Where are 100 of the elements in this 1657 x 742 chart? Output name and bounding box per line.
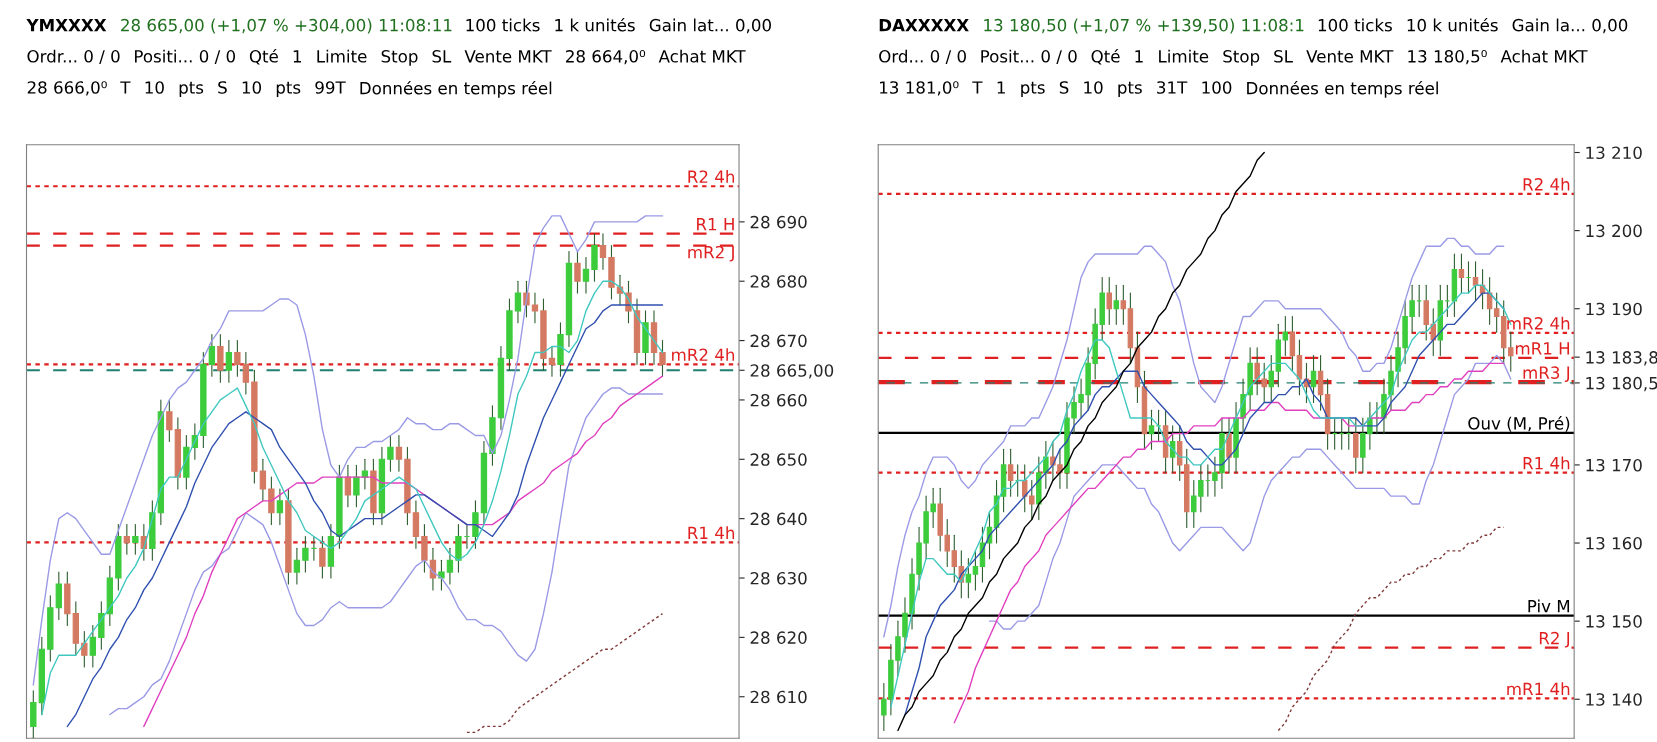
- text: Vente MKT: [1306, 50, 1394, 63]
- text: Limite: [1159, 49, 1209, 63]
- ref-line-label: mR2 J: [688, 245, 734, 262]
- ref-line-label: R2 4h: [1523, 177, 1570, 191]
- y-tick-label: 13 190: [1586, 302, 1642, 316]
- text: Gain lat... 0,00: [649, 18, 771, 34]
- text: 1: [1135, 50, 1143, 63]
- candlestick: [514, 280, 522, 324]
- candlestick: [412, 500, 420, 549]
- y-tick-label: 13 200: [1586, 224, 1642, 238]
- chart-subtitle: 28 665,00 (+1,07 % +304,00) 11:08:11: [121, 18, 452, 34]
- candlestick: [353, 464, 360, 508]
- candlestick: [81, 630, 88, 668]
- candlestick: [302, 535, 309, 573]
- chart-subtitle: 13 180,50 (+1,07 % +139,50) 11:08:1: [984, 18, 1304, 34]
- candlestick: [1353, 417, 1359, 474]
- candlestick: [1226, 417, 1232, 474]
- text: 28 666,0⁰: [27, 81, 107, 96]
- y-tick-label: 28 650: [750, 453, 807, 466]
- text: Posit... 0 / 0: [981, 49, 1077, 64]
- text: SL: [1274, 50, 1293, 63]
- y-tick-label: 13 150: [1586, 615, 1642, 628]
- text: 28 664,0⁰: [566, 50, 646, 65]
- candlestick: [234, 340, 241, 377]
- candlestick: [217, 334, 224, 383]
- candlestick: [1007, 448, 1014, 497]
- ref-line-label: R2 4h: [688, 170, 735, 183]
- text: 100: [1202, 81, 1232, 94]
- candlestick: [395, 434, 403, 472]
- candlestick: [472, 500, 479, 549]
- ref-line-label: mR3 J: [1523, 366, 1570, 382]
- y-tick-label: 28 610: [750, 690, 807, 704]
- y-tick-label: 13 210: [1586, 146, 1642, 160]
- ref-line-label: mR1 4h: [1507, 682, 1570, 695]
- candlestick: [599, 233, 607, 270]
- text: T: [972, 81, 983, 94]
- candlestick: [1106, 276, 1112, 325]
- candlestick: [421, 524, 428, 573]
- candlestick: [166, 399, 173, 443]
- text: 1: [293, 50, 301, 63]
- candlestick: [208, 334, 216, 377]
- text: 100 ticks: [466, 18, 540, 32]
- text: 13 181,0⁰: [880, 81, 959, 96]
- text: Stop: [1223, 50, 1260, 66]
- y-tick-label: 28 620: [750, 631, 807, 644]
- candlestick: [455, 524, 462, 573]
- text: pts: [276, 81, 301, 98]
- candlestick: [1120, 284, 1127, 325]
- candlestick: [259, 458, 267, 502]
- text: pts: [1118, 81, 1142, 98]
- candlestick: [123, 524, 131, 555]
- candlestick: [659, 340, 666, 377]
- text: 99T: [315, 81, 346, 94]
- ref-line-label: Ouv (M, Pré): [1468, 416, 1570, 432]
- candlestick: [1289, 315, 1296, 372]
- text: Données en temps réel: [1247, 80, 1438, 98]
- ref-line-label: mR1 H: [1515, 342, 1570, 355]
- y-tick-label: 13 160: [1586, 536, 1642, 550]
- line-series: [883, 237, 1505, 638]
- candlestick: [89, 624, 97, 668]
- candlestick: [55, 571, 63, 621]
- chart-title: DAXXXXX: [879, 19, 969, 32]
- text: 10: [145, 81, 164, 94]
- candlestick: [98, 601, 105, 650]
- y-tick-label: 13 140: [1586, 693, 1642, 706]
- candlestick: [1317, 355, 1324, 411]
- candlestick: [30, 690, 37, 739]
- candlestick: [132, 524, 139, 555]
- candlestick: [1148, 409, 1155, 450]
- text: Achat MKT: [658, 49, 746, 63]
- candlestick: [268, 476, 275, 526]
- ref-line-label: mR2 4h: [672, 348, 735, 361]
- text: Vente MKT: [464, 50, 552, 63]
- candlestick: [574, 250, 581, 294]
- candlestick: [344, 464, 352, 508]
- candlestick: [591, 233, 598, 282]
- y-tick-label: 28 640: [750, 512, 807, 526]
- y-tick-label: 28 660: [750, 393, 807, 407]
- text: Limite: [317, 49, 367, 63]
- ref-line-label: Piv M: [1528, 599, 1570, 613]
- chart-title: YMXXXX: [26, 19, 107, 32]
- text: 10: [1084, 81, 1103, 94]
- text: Qté: [249, 49, 278, 65]
- y-tick-label: 28 670: [750, 334, 807, 348]
- y-tick-label: 13 180,5: [1586, 376, 1657, 392]
- candlestick: [548, 345, 556, 377]
- text: Positi... 0 / 0: [135, 49, 236, 64]
- candlestick: [438, 559, 445, 591]
- candlestick: [972, 550, 979, 591]
- candlestick: [242, 351, 250, 395]
- ref-line-label: R1 4h: [1523, 456, 1570, 470]
- candlestick: [293, 547, 301, 585]
- line-series: [466, 612, 664, 734]
- text: 31T: [1157, 81, 1188, 94]
- text: pts: [179, 81, 204, 98]
- text: pts: [1021, 81, 1045, 98]
- candlestick: [1458, 253, 1465, 294]
- line-series: [953, 362, 1505, 724]
- candlestick: [446, 547, 454, 585]
- candlestick: [582, 256, 590, 294]
